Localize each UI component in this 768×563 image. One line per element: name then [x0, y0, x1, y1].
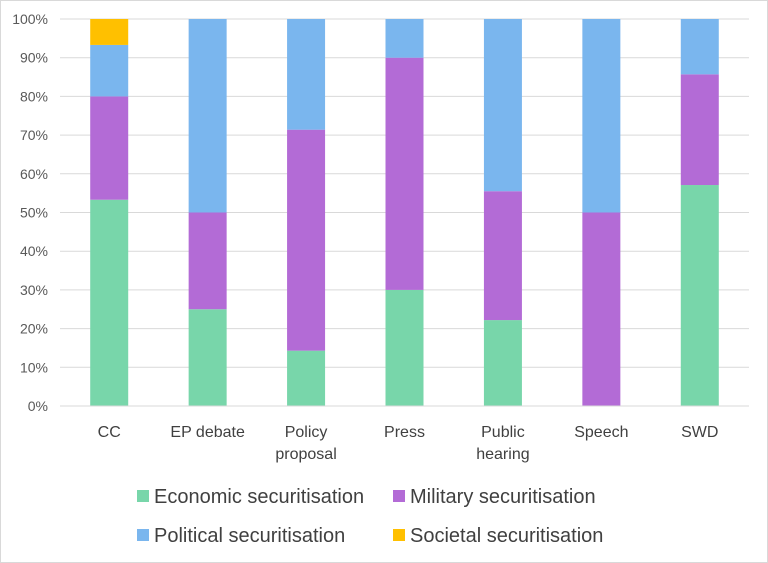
x-axis-labels: CC EP debate Policy proposal Press Public hear… [98, 424, 719, 463]
legend-swatch [137, 490, 149, 502]
bar-segment [287, 129, 326, 351]
legend-swatch [137, 529, 149, 541]
bar-segment [90, 44, 129, 97]
bar-segment [385, 57, 424, 290]
y-tick-label: 70% [20, 127, 48, 143]
y-tick-label: 20% [20, 321, 48, 337]
bar-segment [582, 19, 621, 213]
bar-segment [582, 212, 621, 406]
y-tick-label: 10% [20, 359, 48, 375]
bar-segment [188, 19, 227, 213]
bar-segment [287, 19, 326, 130]
y-tick-label: 90% [20, 50, 48, 66]
bar-segment [483, 19, 522, 192]
x-tick-label: hearing [476, 446, 529, 463]
y-tick-label: 100% [12, 11, 48, 27]
legend: Economic securitisation Military securiti… [137, 486, 603, 547]
bar-segment [680, 74, 719, 186]
x-tick-label: SWD [681, 424, 718, 441]
bar-segment [483, 320, 522, 406]
bar-segment [483, 191, 522, 321]
y-tick-label: 30% [20, 282, 48, 298]
legend-swatch [393, 490, 405, 502]
bar-segment [287, 350, 326, 406]
y-axis-ticks: 0% 10% 20% 30% 40% 50% 60% 70% 80% 90% 100% [12, 11, 48, 414]
bar-segment [90, 199, 129, 406]
legend-swatch [393, 529, 405, 541]
legend-label: Military securitisation [410, 486, 596, 508]
x-tick-label: Speech [574, 424, 628, 441]
y-tick-label: 0% [28, 398, 48, 414]
y-tick-label: 50% [20, 205, 48, 221]
bar-segment [188, 212, 227, 310]
bar-segment [385, 289, 424, 406]
x-tick-label: proposal [275, 446, 336, 463]
bar-segment [90, 19, 129, 45]
bar-segment [90, 96, 129, 200]
y-tick-label: 60% [20, 166, 48, 182]
legend-label: Societal securitisation [410, 525, 603, 547]
y-tick-label: 80% [20, 88, 48, 104]
x-tick-label: EP debate [170, 424, 245, 441]
x-tick-label: Public [481, 424, 525, 441]
legend-label: Political securitisation [154, 525, 345, 547]
bar-segment [385, 19, 424, 58]
bars [90, 19, 719, 406]
bar-segment [188, 309, 227, 406]
x-tick-label: Policy [285, 424, 328, 441]
bar-segment [680, 185, 719, 406]
x-tick-label: Press [384, 424, 425, 441]
y-tick-label: 40% [20, 243, 48, 259]
legend-label: Economic securitisation [154, 486, 364, 508]
x-tick-label: CC [98, 424, 121, 441]
bar-segment [680, 19, 719, 75]
